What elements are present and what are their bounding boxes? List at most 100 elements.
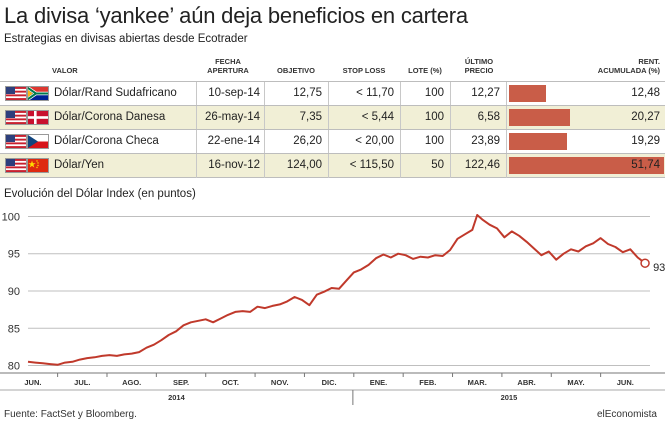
header-rent-line2: ACUMULADA (%): [597, 66, 660, 75]
column-divider: [506, 154, 507, 178]
table-row: Dólar/Corona Checa 22-ene-14 26,20 < 20,…: [0, 129, 665, 154]
cell-precio: 23,89: [471, 135, 500, 147]
dollar-index-line: [27, 214, 646, 366]
cn-flag-icon: [27, 158, 49, 173]
year-label: 2015: [501, 393, 518, 402]
year-label: 2014: [168, 393, 186, 402]
column-divider: [450, 106, 451, 130]
cell-fecha: 26-may-14: [205, 111, 260, 123]
brand-label: elEconomista: [596, 409, 657, 420]
x-tick-label: NOV.: [271, 378, 289, 387]
header-fecha-line2: APERTURA: [207, 66, 249, 75]
column-divider: [264, 130, 265, 154]
cell-precio: 12,27: [471, 87, 500, 99]
column-divider: [196, 106, 197, 130]
last-value-label: 93,73: [653, 262, 665, 274]
header-precio: ÚLTIMO PRECIO: [452, 57, 506, 75]
cell-rent: 19,29: [631, 135, 660, 147]
cell-valor: Dólar/Corona Checa: [54, 135, 159, 147]
y-tick-label: 95: [8, 249, 20, 261]
header-rent: RENT. ACUMULADA (%): [568, 57, 660, 75]
x-tick-label: AGO.: [122, 378, 141, 387]
x-tick-label: ENE.: [370, 378, 388, 387]
cell-fecha: 16-nov-12: [208, 159, 260, 171]
cell-stop: < 115,50: [349, 159, 394, 171]
cell-stop: < 5,44: [361, 111, 394, 123]
column-divider: [400, 82, 401, 106]
column-divider: [506, 130, 507, 154]
x-tick-label: MAY.: [567, 378, 584, 387]
cell-fecha: 10-sep-14: [208, 87, 260, 99]
column-divider: [400, 130, 401, 154]
column-divider: [328, 130, 329, 154]
column-divider: [328, 106, 329, 130]
cell-objetivo: 12,75: [293, 87, 322, 99]
cell-valor: Dólar/Rand Sudafricano: [54, 87, 177, 99]
y-tick-label: 85: [8, 323, 20, 335]
x-tick-label: JUN.: [617, 378, 634, 387]
x-tick-label: SEP.: [173, 378, 189, 387]
za-flag-icon: [27, 86, 49, 101]
cell-stop: < 20,00: [355, 135, 394, 147]
us-flag-icon: [5, 158, 27, 173]
table-header: VALOR FECHA APERTURA OBJETIVO STOP LOSS …: [0, 50, 665, 80]
cell-valor: Dólar/Corona Danesa: [54, 111, 166, 123]
header-stop: STOP LOSS: [342, 66, 386, 75]
column-divider: [506, 106, 507, 130]
rent-bar: [509, 85, 546, 102]
rent-bar: [509, 157, 664, 174]
column-divider: [400, 154, 401, 178]
header-objetivo: OBJETIVO: [277, 66, 315, 75]
x-tick-label: JUL.: [74, 378, 90, 387]
us-flag-icon: [5, 134, 27, 149]
cell-rent: 51,74: [631, 159, 660, 171]
table-row: Dólar/Yen 16-nov-12 124,00 < 115,50 50 1…: [0, 153, 665, 178]
column-divider: [328, 82, 329, 106]
x-tick-label: OCT.: [222, 378, 239, 387]
cell-lote: 100: [424, 135, 444, 147]
dk-flag-icon: [27, 110, 49, 125]
rent-bar: [509, 109, 570, 126]
y-tick-label: 80: [8, 361, 20, 373]
cell-objetivo: 26,20: [293, 135, 322, 147]
us-flag-icon: [5, 110, 27, 125]
table-row: Dólar/Rand Sudafricano 10-sep-14 12,75 <…: [0, 81, 665, 106]
header-fecha-line1: FECHA: [215, 57, 241, 66]
column-divider: [264, 82, 265, 106]
column-divider: [264, 106, 265, 130]
x-tick-label: JUN.: [24, 378, 41, 387]
column-divider: [400, 106, 401, 130]
cz-flag-icon: [27, 134, 49, 149]
column-divider: [450, 130, 451, 154]
x-tick-label: FEB.: [419, 378, 436, 387]
cell-rent: 12,48: [631, 87, 660, 99]
cell-precio: 6,58: [477, 111, 500, 123]
y-tick-label: 100: [2, 211, 20, 223]
y-tick-label: 90: [8, 286, 20, 298]
column-divider: [328, 154, 329, 178]
source-note: Fuente: FactSet y Bloomberg.: [4, 409, 137, 420]
cell-precio: 122,46: [464, 159, 500, 171]
cell-lote: 100: [424, 87, 444, 99]
dollar-index-chart: 80 85 90 95 100 JUN. JUL. AGO. SEP. OCT. NOV. DIC. E…: [0, 211, 665, 405]
page-subtitle: Estrategias en divisas abiertas desde Ec…: [4, 33, 248, 45]
cell-fecha: 22-ene-14: [207, 135, 260, 147]
column-divider: [450, 154, 451, 178]
x-tick-label: MAR.: [468, 378, 487, 387]
us-flag-icon: [5, 86, 27, 101]
column-divider: [196, 130, 197, 154]
page-title: La divisa ‘yankee’ aún deja beneficios e…: [4, 3, 468, 28]
cell-valor: Dólar/Yen: [54, 159, 105, 171]
cell-rent: 20,27: [631, 111, 660, 123]
last-value-marker: [640, 258, 650, 268]
x-tick-label: ABR.: [517, 378, 535, 387]
cell-lote: 50: [431, 159, 444, 171]
column-divider: [264, 154, 265, 178]
cell-lote: 100: [424, 111, 444, 123]
chart-title: Evolución del Dólar Index (en puntos): [4, 188, 196, 200]
header-fecha: FECHA APERTURA: [198, 57, 258, 75]
table-row: Dólar/Corona Danesa 26-may-14 7,35 < 5,4…: [0, 105, 665, 130]
column-divider: [196, 82, 197, 106]
header-precio-line2: PRECIO: [464, 66, 494, 75]
header-rent-line1: RENT.: [638, 57, 660, 66]
